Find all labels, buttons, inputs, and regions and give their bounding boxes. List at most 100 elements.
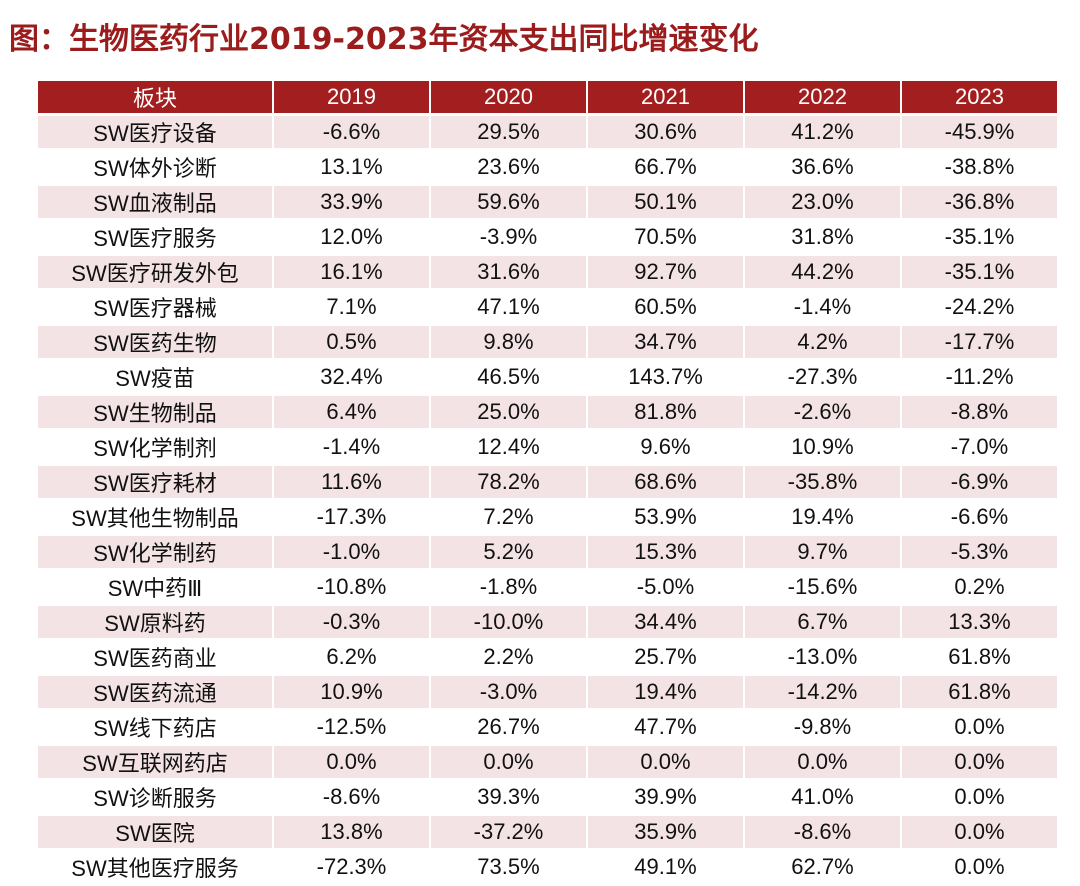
cell-2022: 41.0% — [745, 781, 900, 813]
cell-2023: -36.8% — [902, 186, 1057, 218]
cell-2022: 0.0% — [745, 746, 900, 778]
cell-sector: SW血液制品 — [38, 186, 272, 218]
cell-2021: 66.7% — [588, 151, 743, 183]
cell-2019: -6.6% — [274, 116, 429, 148]
cell-2019: 0.5% — [274, 326, 429, 358]
header-sector: 板块 — [38, 81, 272, 113]
cell-2019: 6.4% — [274, 396, 429, 428]
cell-2022: 19.4% — [745, 501, 900, 533]
cell-sector: SW医院 — [38, 816, 272, 848]
table-row: SW医药流通 10.9% -3.0% 19.4% -14.2% 61.8% — [38, 676, 1057, 708]
cell-sector: SW化学制药 — [38, 536, 272, 568]
cell-2023: -45.9% — [902, 116, 1057, 148]
table-row: SW医药生物 0.5% 9.8% 34.7% 4.2% -17.7% — [38, 326, 1057, 358]
cell-2023: 0.0% — [902, 746, 1057, 778]
cell-2022: 4.2% — [745, 326, 900, 358]
cell-2019: -1.0% — [274, 536, 429, 568]
cell-2020: 47.1% — [431, 291, 586, 323]
cell-sector: SW原料药 — [38, 606, 272, 638]
cell-2021: 19.4% — [588, 676, 743, 708]
cell-2020: 2.2% — [431, 641, 586, 673]
cell-2022: -13.0% — [745, 641, 900, 673]
cell-sector: SW医疗研发外包 — [38, 256, 272, 288]
cell-2019: 7.1% — [274, 291, 429, 323]
cell-2022: -15.6% — [745, 571, 900, 603]
cell-sector: SW体外诊断 — [38, 151, 272, 183]
figure-title: 图：生物医药行业2019-2023年资本支出同比增速变化 — [9, 22, 759, 57]
cell-2020: 25.0% — [431, 396, 586, 428]
table-body: SW医疗设备 -6.6% 29.5% 30.6% 41.2% -45.9% SW体外诊断 13… — [38, 116, 1057, 883]
cell-2020: 31.6% — [431, 256, 586, 288]
cell-2021: 68.6% — [588, 466, 743, 498]
cell-2019: 12.0% — [274, 221, 429, 253]
cell-2022: -1.4% — [745, 291, 900, 323]
cell-2021: 25.7% — [588, 641, 743, 673]
table-row: SW其他医疗服务 -72.3% 73.5% 49.1% 62.7% 0.0% — [38, 851, 1057, 883]
table-row: SW医疗耗材 11.6% 78.2% 68.6% -35.8% -6.9% — [38, 466, 1057, 498]
cell-2022: 23.0% — [745, 186, 900, 218]
cell-2019: -12.5% — [274, 711, 429, 743]
table-row: SW其他生物制品 -17.3% 7.2% 53.9% 19.4% -6.6% — [38, 501, 1057, 533]
table-header-row: 板块 2019 2020 2021 2022 2023 — [38, 81, 1057, 113]
table-row: SW互联网药店 0.0% 0.0% 0.0% 0.0% 0.0% — [38, 746, 1057, 778]
header-2019: 2019 — [274, 81, 429, 113]
cell-2021: 34.7% — [588, 326, 743, 358]
table-row: SW疫苗 32.4% 46.5% 143.7% -27.3% -11.2% — [38, 361, 1057, 393]
cell-2021: 35.9% — [588, 816, 743, 848]
cell-2023: 0.0% — [902, 851, 1057, 883]
cell-2020: 78.2% — [431, 466, 586, 498]
cell-2022: -9.8% — [745, 711, 900, 743]
cell-2021: 47.7% — [588, 711, 743, 743]
cell-2020: 12.4% — [431, 431, 586, 463]
table-row: SW医疗设备 -6.6% 29.5% 30.6% 41.2% -45.9% — [38, 116, 1057, 148]
table-row: SW中药Ⅲ -10.8% -1.8% -5.0% -15.6% 0.2% — [38, 571, 1057, 603]
cell-sector: SW线下药店 — [38, 711, 272, 743]
cell-2022: 10.9% — [745, 431, 900, 463]
cell-2021: 30.6% — [588, 116, 743, 148]
cell-2020: 29.5% — [431, 116, 586, 148]
cell-sector: SW医药流通 — [38, 676, 272, 708]
table-row: SW生物制品 6.4% 25.0% 81.8% -2.6% -8.8% — [38, 396, 1057, 428]
table-row: SW体外诊断 13.1% 23.6% 66.7% 36.6% -38.8% — [38, 151, 1057, 183]
cell-2023: -38.8% — [902, 151, 1057, 183]
cell-2021: 81.8% — [588, 396, 743, 428]
table-row: SW线下药店 -12.5% 26.7% 47.7% -9.8% 0.0% — [38, 711, 1057, 743]
cell-2020: 46.5% — [431, 361, 586, 393]
cell-2022: -2.6% — [745, 396, 900, 428]
cell-2020: -1.8% — [431, 571, 586, 603]
header-2022: 2022 — [745, 81, 900, 113]
cell-2020: 39.3% — [431, 781, 586, 813]
cell-2022: 6.7% — [745, 606, 900, 638]
cell-2023: -7.0% — [902, 431, 1057, 463]
cell-2021: 92.7% — [588, 256, 743, 288]
cell-2023: -17.7% — [902, 326, 1057, 358]
cell-2021: 143.7% — [588, 361, 743, 393]
cell-2020: -3.0% — [431, 676, 586, 708]
cell-2021: 9.6% — [588, 431, 743, 463]
cell-sector: SW诊断服务 — [38, 781, 272, 813]
cell-2020: 5.2% — [431, 536, 586, 568]
cell-sector: SW其他医疗服务 — [38, 851, 272, 883]
cell-2023: 61.8% — [902, 641, 1057, 673]
cell-2021: -5.0% — [588, 571, 743, 603]
cell-2019: 13.1% — [274, 151, 429, 183]
cell-2019: -72.3% — [274, 851, 429, 883]
cell-2021: 39.9% — [588, 781, 743, 813]
cell-2022: -8.6% — [745, 816, 900, 848]
cell-2020: -10.0% — [431, 606, 586, 638]
cell-2019: 6.2% — [274, 641, 429, 673]
cell-sector: SW中药Ⅲ — [38, 571, 272, 603]
table-row: SW原料药 -0.3% -10.0% 34.4% 6.7% 13.3% — [38, 606, 1057, 638]
cell-2023: 61.8% — [902, 676, 1057, 708]
cell-2023: 0.0% — [902, 816, 1057, 848]
cell-2019: -17.3% — [274, 501, 429, 533]
cell-2023: -11.2% — [902, 361, 1057, 393]
header-2020: 2020 — [431, 81, 586, 113]
cell-2021: 0.0% — [588, 746, 743, 778]
cell-2019: -0.3% — [274, 606, 429, 638]
cell-2020: 9.8% — [431, 326, 586, 358]
capex-growth-table: 板块 2019 2020 2021 2022 2023 SW医疗设备 -6.6% 2… — [36, 78, 1059, 886]
table-row: SW诊断服务 -8.6% 39.3% 39.9% 41.0% 0.0% — [38, 781, 1057, 813]
cell-2022: 9.7% — [745, 536, 900, 568]
table-row: SW化学制药 -1.0% 5.2% 15.3% 9.7% -5.3% — [38, 536, 1057, 568]
